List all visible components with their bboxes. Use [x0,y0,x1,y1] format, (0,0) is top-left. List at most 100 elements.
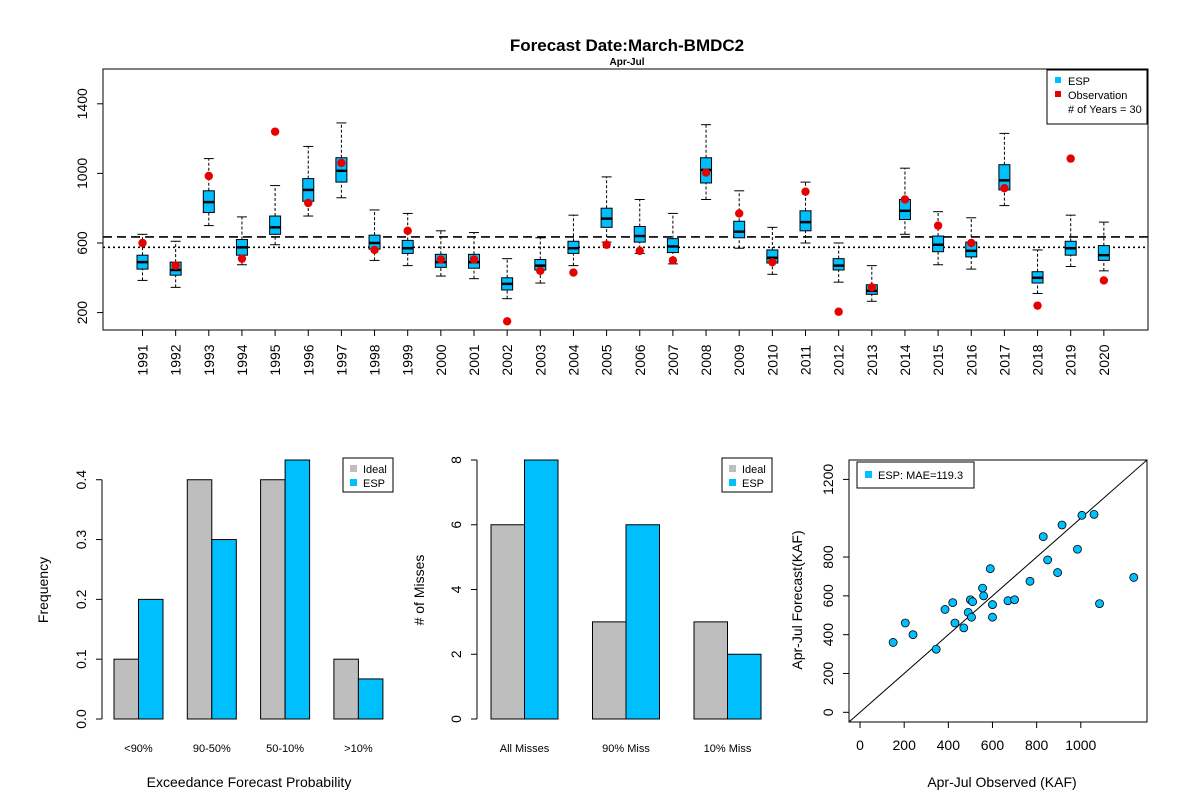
x-tick-label: 2007 [665,344,681,375]
scatter-point [1025,576,1035,586]
x-tick-label: 0 [856,737,864,753]
scatter-point [1077,510,1087,520]
esp-box [1097,245,1110,261]
x-tick-label: 1992 [168,344,184,375]
legend-swatch [350,465,357,472]
observation-point [602,240,611,249]
x-tick-label: 2005 [599,344,615,375]
ideal-bar [333,658,359,720]
legend-label: Ideal [363,464,387,476]
y-tick-label: 0.3 [73,530,89,550]
x-tick-label: 2017 [996,344,1012,375]
scatter-ylabel: Apr-Jul Forecast(KAF) [789,530,805,669]
observation-point [1066,154,1075,163]
y-tick-label: 600 [820,584,836,608]
scatter-point [1129,573,1139,582]
legend-swatch [1055,77,1061,83]
observation-point [370,245,379,255]
scatter-point [1043,555,1053,565]
legend-label: Ideal [742,464,766,476]
plot-frame [102,68,1149,331]
scatter-point [988,612,997,622]
freq-bar-panel: 0.0 0.1 0.2 0.3 0.4 <90% 90-50% 50-10% >10% Ideal… [73,457,394,755]
ideal-bar [592,621,627,720]
x-category-label: 50-10% [266,743,304,755]
y-tick-label: 200 [74,301,90,325]
x-tick-label: 1993 [201,344,217,375]
observation-point [801,187,810,196]
x-tick-label: 2012 [831,344,847,375]
y-tick-label: 8 [448,456,464,464]
x-category-label: 90% Miss [602,743,650,755]
y-tick-label: 600 [74,231,90,255]
scatter-point [1010,595,1019,605]
scatter-point [959,623,969,633]
y-tick-label: 800 [820,545,836,569]
legend-frame [856,461,975,489]
x-tick-label: 2011 [798,345,814,375]
observation-point [834,307,843,316]
legend-swatch [1055,91,1061,97]
x-tick-label: 400 [937,737,961,753]
top-boxplot-panel: 200 600 1000 1400 1991 1992 1993 1994 1995 1996 19… [74,68,1149,376]
x-tick-label: 2008 [698,344,714,375]
observation-point [204,171,213,181]
miss-bar-panel: 0 2 4 6 8 All Misses 90% Miss 10% Miss Ideal ESP [448,456,773,755]
scatter-point [931,644,941,654]
y-tick-label: 0.2 [73,589,89,609]
miss-ylabel: # of Misses [411,555,427,626]
legend-label: Observation [1068,90,1127,102]
scatter-point [940,605,950,614]
x-category-label: 90-50% [193,743,231,755]
x-tick-label: 600 [981,737,1005,753]
observation-point [502,317,512,326]
freq-ylabel: Frequency [35,557,51,623]
observation-point [1000,183,1009,193]
esp-box [832,258,845,271]
x-tick-label: 2010 [764,344,780,375]
x-tick-label: 2003 [532,344,548,375]
scatter-point [1095,599,1104,609]
observation-point [1099,276,1109,285]
x-tick-label: 1997 [333,344,349,375]
y-tick-label: 0 [448,715,464,723]
x-tick-label: 2002 [499,344,515,375]
x-tick-label: 200 [893,737,917,753]
legend-note: # of Years = 30 [1068,104,1142,116]
observation-point [403,226,412,236]
esp-bar [357,678,384,720]
observation-point [138,238,147,248]
legend-frame [721,457,773,493]
y-tick-label: 2 [448,650,464,658]
observation-point [735,209,744,218]
scatter-point [1073,544,1082,554]
scatter-point [948,598,958,608]
x-tick-label: 2001 [466,344,482,375]
esp-bar [625,524,660,720]
observation-point [635,246,644,256]
esp-bar [524,459,559,720]
x-tick-label: 1994 [234,344,250,375]
x-tick-label: 1995 [267,344,283,375]
observation-point [337,158,346,168]
x-tick-label: 1996 [300,344,316,375]
observation-point [933,221,943,230]
observation-point [270,127,280,136]
x-tick-label: 2020 [1096,344,1112,375]
x-tick-label: 2013 [864,344,880,375]
x-tick-label: 2000 [433,344,449,375]
ideal-bar [186,479,213,720]
observation-point [569,268,578,277]
observation-point [900,195,910,204]
scatter-point [900,618,910,628]
legend-swatch [729,479,736,486]
scatter-point [888,638,898,647]
x-tick-label: 2019 [1063,344,1079,375]
x-category-label: All Misses [500,743,550,755]
esp-box [633,225,646,243]
chart-title: Forecast Date:March-BMDC2 [510,36,744,55]
observation-point [967,238,976,248]
x-tick-label: 2004 [565,344,581,375]
observation-point [536,266,545,276]
observation-point [171,261,180,270]
